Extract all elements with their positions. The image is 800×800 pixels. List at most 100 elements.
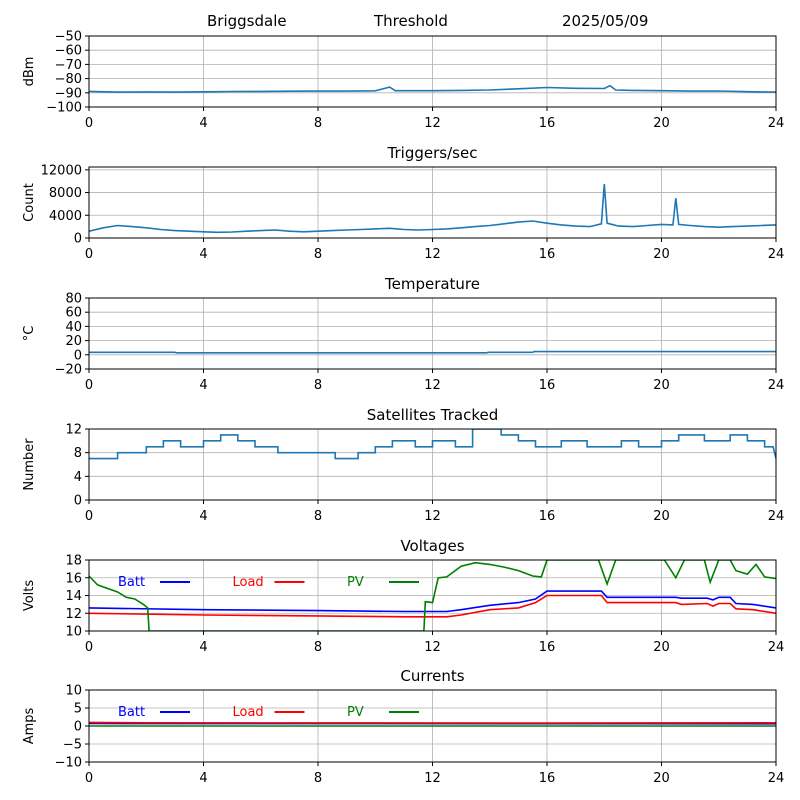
y-tick-label: 60 bbox=[65, 306, 82, 321]
series-line-noise-0 bbox=[89, 84, 776, 93]
x-tick-label: 0 bbox=[85, 640, 93, 655]
y-tick-label: −5 bbox=[63, 738, 82, 753]
y-tick-label: 12 bbox=[65, 607, 82, 622]
y-tick-label: −20 bbox=[55, 363, 82, 378]
y-axis-label-noise: dBm bbox=[22, 57, 37, 87]
y-tick-label: −70 bbox=[55, 58, 82, 73]
y-tick-label: −60 bbox=[55, 44, 82, 59]
legend-label-load: Load bbox=[233, 575, 264, 590]
y-tick-label: −10 bbox=[55, 756, 82, 771]
x-tick-label: 24 bbox=[768, 116, 785, 131]
series-line-voltages-load bbox=[89, 594, 776, 618]
y-tick-label: 10 bbox=[65, 625, 82, 640]
y-tick-label: 8000 bbox=[49, 186, 82, 201]
header-station: Briggsdale bbox=[207, 12, 287, 30]
x-tick-label: 12 bbox=[424, 116, 441, 131]
x-tick-label: 12 bbox=[424, 378, 441, 393]
y-tick-label: 14 bbox=[65, 589, 82, 604]
chart-title-currents: Currents bbox=[400, 667, 464, 685]
x-tick-label: 16 bbox=[539, 378, 556, 393]
x-tick-label: 24 bbox=[768, 509, 785, 524]
x-tick-label: 20 bbox=[653, 378, 670, 393]
series-line-triggers-0 bbox=[89, 183, 776, 234]
x-tick-label: 0 bbox=[85, 771, 93, 786]
x-tick-label: 12 bbox=[424, 640, 441, 655]
x-tick-label: 4 bbox=[199, 378, 207, 393]
x-tick-label: 24 bbox=[768, 247, 785, 262]
x-tick-label: 12 bbox=[424, 247, 441, 262]
x-tick-label: 4 bbox=[199, 771, 207, 786]
y-tick-label: 80 bbox=[65, 292, 82, 307]
x-tick-label: 8 bbox=[314, 509, 322, 524]
y-axis-label-currents: Amps bbox=[22, 707, 37, 744]
header-mode: Threshold bbox=[373, 12, 448, 30]
x-tick-label: 16 bbox=[539, 771, 556, 786]
y-tick-label: 16 bbox=[65, 571, 82, 586]
y-tick-label: 8 bbox=[74, 446, 82, 461]
x-tick-label: 16 bbox=[539, 640, 556, 655]
y-axis-label-triggers: Count bbox=[22, 183, 37, 222]
x-tick-label: 24 bbox=[768, 378, 785, 393]
x-tick-label: 16 bbox=[539, 509, 556, 524]
panel-voltages: 0 4 8 12 16 20 24 10 12 14 16 18 Voltages Volts Batt Lo… bbox=[22, 537, 784, 655]
y-axis-label-satellites: Number bbox=[22, 438, 37, 491]
series-line-voltages-batt bbox=[89, 590, 776, 613]
x-tick-label: 16 bbox=[539, 247, 556, 262]
y-tick-label: 40 bbox=[65, 320, 82, 335]
x-tick-label: 24 bbox=[768, 640, 785, 655]
y-tick-label: 0 bbox=[74, 348, 82, 363]
series-line-currents-load bbox=[89, 721, 776, 724]
legend-label-pv: PV bbox=[347, 705, 364, 720]
x-tick-label: 8 bbox=[314, 116, 322, 131]
chart-title-satellites: Satellites Tracked bbox=[367, 406, 498, 424]
x-tick-label: 16 bbox=[539, 116, 556, 131]
legend-label-load: Load bbox=[233, 705, 264, 720]
panel-currents: 0 4 8 12 16 20 24 −10 −5 0 5 10 Currents Amps Batt Load… bbox=[22, 667, 784, 786]
chart-title-temperature: Temperature bbox=[384, 275, 480, 293]
series-line-temperature-0 bbox=[89, 350, 776, 354]
y-tick-label: 0 bbox=[74, 494, 82, 509]
y-axis-label-voltages: Volts bbox=[22, 580, 37, 612]
legend-label-batt: Batt bbox=[118, 705, 145, 720]
y-tick-label: 18 bbox=[65, 554, 82, 569]
series-line-voltages-pv bbox=[89, 560, 776, 631]
y-tick-label: −80 bbox=[55, 72, 82, 87]
y-tick-label: 10 bbox=[65, 684, 82, 699]
y-tick-label: −50 bbox=[55, 30, 82, 45]
x-tick-label: 0 bbox=[85, 116, 93, 131]
x-tick-label: 0 bbox=[85, 247, 93, 262]
legend-label-batt: Batt bbox=[118, 575, 145, 590]
y-tick-label: 12 bbox=[65, 423, 82, 438]
y-tick-label: 4000 bbox=[49, 209, 82, 224]
y-tick-label: 0 bbox=[74, 232, 82, 247]
panel-noise: 0 4 8 12 16 20 24 −100−90−80−70−60−50 dBm bbox=[22, 30, 784, 132]
y-tick-label: −100 bbox=[46, 101, 82, 116]
y-tick-label: 5 bbox=[74, 702, 82, 717]
x-tick-label: 8 bbox=[314, 247, 322, 262]
x-tick-label: 0 bbox=[85, 509, 93, 524]
legend-label-pv: PV bbox=[347, 575, 364, 590]
x-tick-label: 20 bbox=[653, 771, 670, 786]
y-tick-label: 12000 bbox=[41, 163, 82, 178]
x-tick-label: 8 bbox=[314, 378, 322, 393]
x-tick-label: 4 bbox=[199, 640, 207, 655]
y-axis-label-temperature: °C bbox=[22, 326, 37, 342]
x-tick-label: 20 bbox=[653, 116, 670, 131]
x-tick-label: 20 bbox=[653, 247, 670, 262]
x-tick-label: 8 bbox=[314, 640, 322, 655]
x-tick-label: 12 bbox=[424, 509, 441, 524]
x-tick-label: 4 bbox=[199, 247, 207, 262]
x-tick-label: 20 bbox=[653, 640, 670, 655]
y-tick-label: 20 bbox=[65, 334, 82, 349]
series-line-satellites-0 bbox=[89, 429, 776, 460]
x-tick-label: 20 bbox=[653, 509, 670, 524]
x-tick-label: 8 bbox=[314, 771, 322, 786]
panel-satellites: 0 4 8 12 16 20 24 0 4 8 12 Satellites Tracked Number bbox=[22, 406, 784, 524]
y-tick-label: −90 bbox=[55, 86, 82, 101]
x-tick-label: 12 bbox=[424, 771, 441, 786]
x-tick-label: 4 bbox=[199, 509, 207, 524]
header-date: 2025/05/09 bbox=[562, 12, 648, 30]
x-tick-label: 4 bbox=[199, 116, 207, 131]
